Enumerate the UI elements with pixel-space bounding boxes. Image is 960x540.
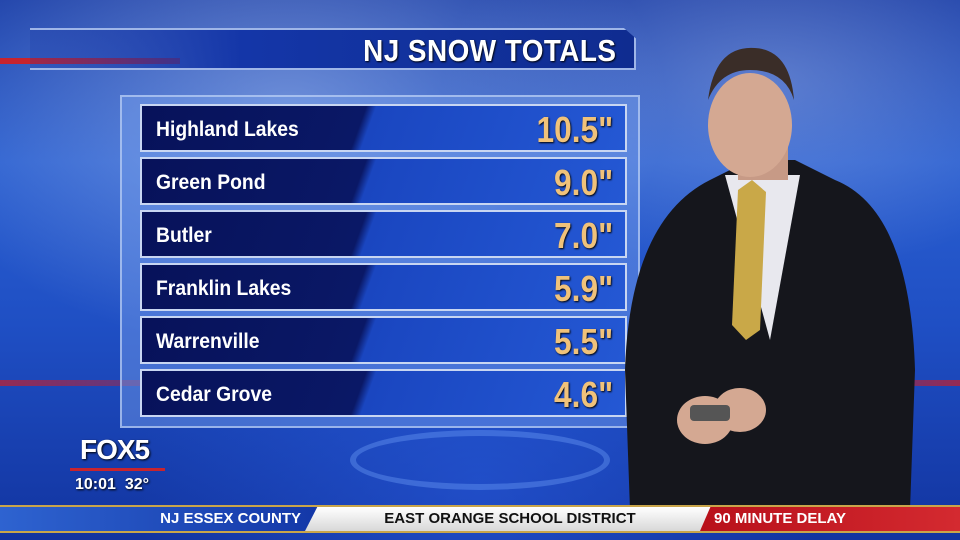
presenter-figure xyxy=(625,47,915,510)
snow-total: 4.6" xyxy=(553,374,613,415)
ticker-status: 90 MINUTE DELAY xyxy=(700,507,960,531)
snow-total-row: Highland Lakes 10.5" xyxy=(140,104,627,152)
location-name: Highland Lakes xyxy=(156,118,299,141)
snow-total: 10.5" xyxy=(536,109,613,150)
floor-ring xyxy=(350,430,610,490)
location-name: Cedar Grove xyxy=(156,383,272,406)
ticker-district: EAST ORANGE SCHOOL DISTRICT xyxy=(305,507,715,531)
snow-total-row: Franklin Lakes 5.9" xyxy=(140,263,627,311)
location-name: Warrenville xyxy=(156,330,260,353)
clock-time: 10:01 xyxy=(75,476,116,493)
snow-total: 7.0" xyxy=(553,215,613,256)
snow-total-row: Green Pond 9.0" xyxy=(140,157,627,205)
snow-total: 5.5" xyxy=(553,321,613,362)
ticker-region: NJ ESSEX COUNTY xyxy=(0,507,315,531)
location-name: Green Pond xyxy=(156,171,266,194)
location-name: Butler xyxy=(156,224,212,247)
snow-total: 9.0" xyxy=(553,162,613,203)
graphic-title: NJ SNOW TOTALS xyxy=(362,33,616,68)
snow-totals-panel: Highland Lakes 10.5" Green Pond 9.0" Butle… xyxy=(120,95,640,428)
location-name: Franklin Lakes xyxy=(156,277,292,300)
time-temp: 10:01 32° xyxy=(75,476,149,494)
snow-total-row: Butler 7.0" xyxy=(140,210,627,258)
fox5-logo: FOX5 xyxy=(80,434,150,465)
lower-third-ticker: NJ ESSEX COUNTY EAST ORANGE SCHOOL DISTR… xyxy=(0,505,960,533)
snow-total-row: Cedar Grove 4.6" xyxy=(140,369,627,417)
snow-total: 5.9" xyxy=(553,268,613,309)
logo-divider xyxy=(70,468,165,471)
title-bar: NJ SNOW TOTALS xyxy=(30,28,636,70)
snow-total-row: Warrenville 5.5" xyxy=(140,316,627,364)
temperature: 32° xyxy=(124,476,150,493)
